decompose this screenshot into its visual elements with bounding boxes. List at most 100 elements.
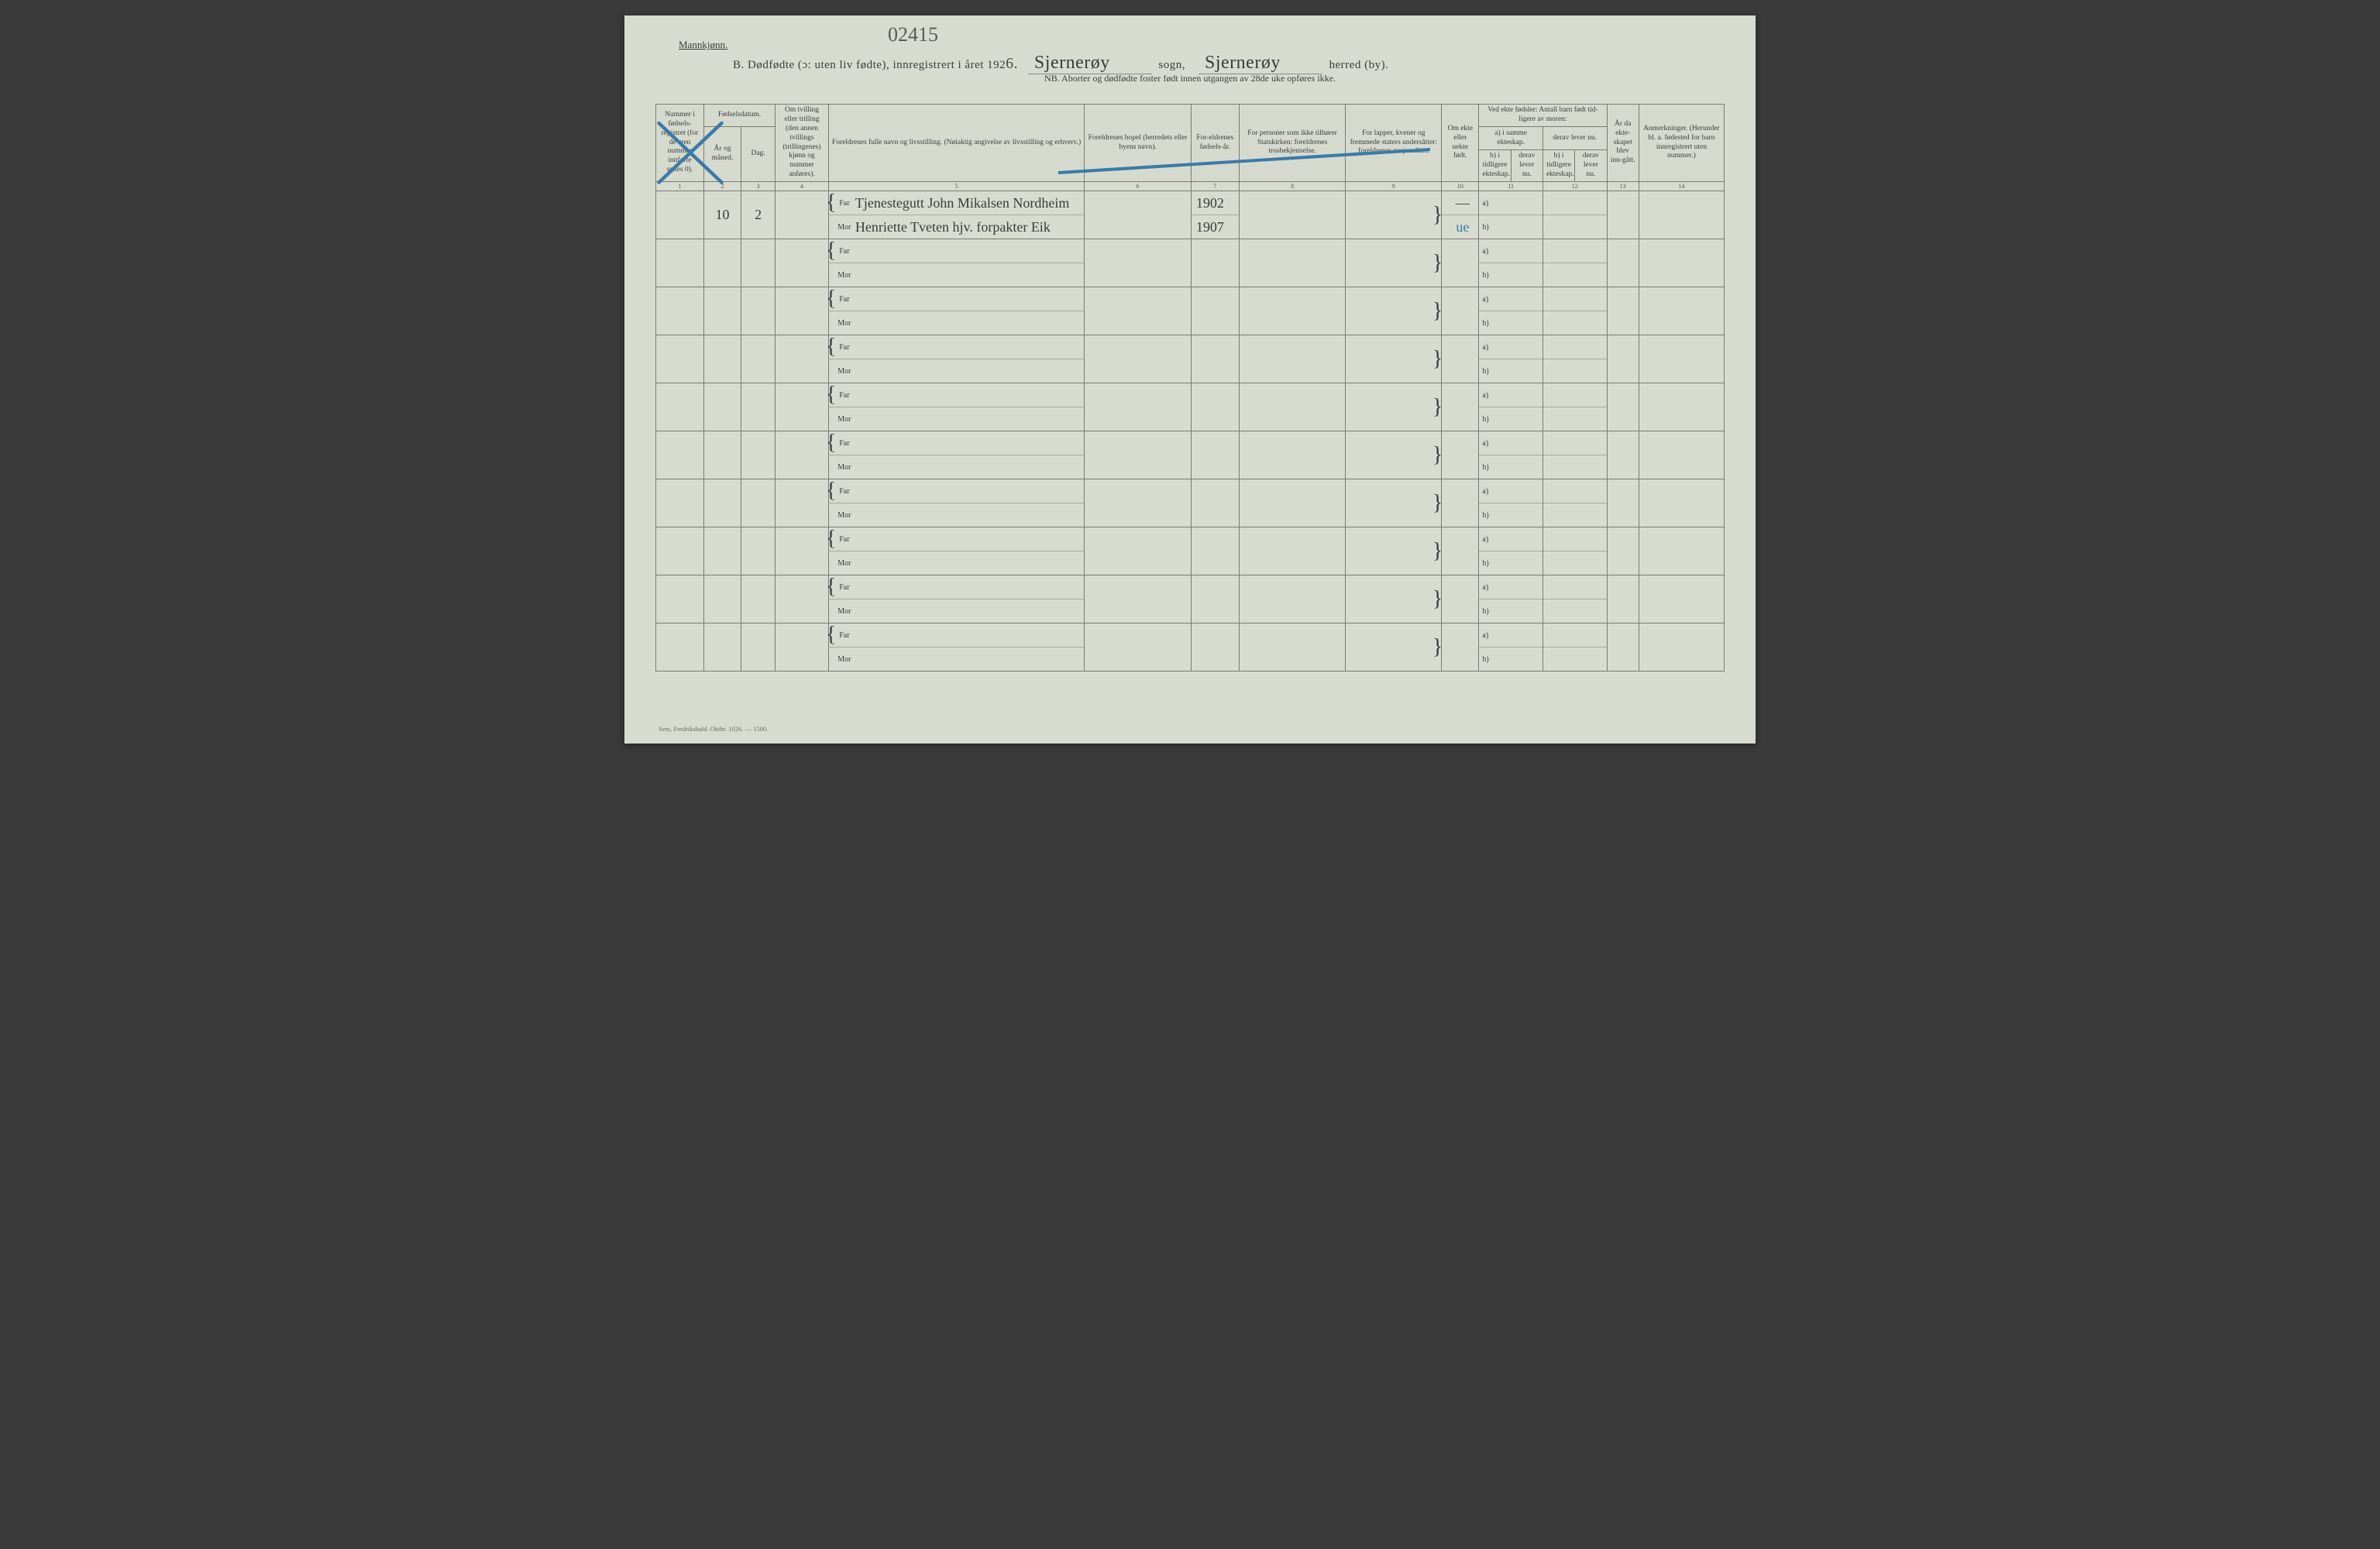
far-label: Far (834, 583, 855, 592)
col-11a-header: a) i samme ekteskap. (1479, 126, 1543, 150)
cell-empty (776, 431, 829, 479)
cell-empty (741, 623, 776, 671)
cell-empty (703, 431, 741, 479)
mor-label: Mor (834, 463, 855, 472)
cell-empty (1191, 527, 1239, 575)
b-label: b) (1479, 311, 1543, 335)
cell-empty (703, 575, 741, 623)
cell-empty (1239, 335, 1346, 383)
cell-empty (1607, 479, 1639, 527)
cell-empty: } (1346, 287, 1442, 335)
cell-empty (1239, 479, 1346, 527)
cell-ab: a)b) (1479, 239, 1543, 287)
mor-label: Mor (834, 415, 855, 424)
cell-empty (776, 287, 829, 335)
year-hand: 6. (1006, 55, 1018, 72)
b-label: b) (1479, 551, 1543, 575)
far-label: Far (834, 343, 855, 352)
col-13-header: År da ekte-skapet blev inn-gått. (1607, 105, 1639, 182)
herred-value: Sjernerøy (1199, 53, 1322, 74)
cell-empty (656, 335, 704, 383)
b-label: b) (1479, 215, 1543, 239)
a-label: a) (1479, 383, 1543, 407)
cell-empty (1239, 239, 1346, 287)
cell-empty (776, 527, 829, 575)
handwritten-id: 02415 (888, 23, 938, 46)
cell-1-c12 (1543, 191, 1607, 239)
cell-empty (1639, 335, 1724, 383)
entry1-month: 10 (716, 207, 730, 222)
cell-empty (1085, 479, 1192, 527)
mor-label: Mor (834, 607, 855, 616)
entry-row-4: {FarMor}a)b) (656, 335, 1725, 383)
colnum-12: 12 (1543, 182, 1607, 191)
cell-empty (1607, 383, 1639, 431)
cell-empty (1543, 479, 1607, 527)
cell-empty (656, 431, 704, 479)
colnum-5: 5 (828, 182, 1084, 191)
column-numbers-row: 1 2 3 4 5 6 7 8 9 10 11 12 13 14 (656, 182, 1725, 191)
cell-1-nasj: } (1346, 191, 1442, 239)
cell-empty (741, 479, 776, 527)
cell-empty (1085, 575, 1192, 623)
cell-empty: } (1346, 383, 1442, 431)
cell-empty (1191, 383, 1239, 431)
table-body: 10 2 {FarTjenestegutt John Mikalsen Nord… (656, 191, 1725, 671)
col-11c2-header: b) i tidligere ekteskap. (1543, 150, 1574, 182)
cell-empty (741, 527, 776, 575)
sogn-value: Sjernerøy (1028, 53, 1152, 74)
title-prefix: B. Dødfødte (ɔ: uten liv fødte), innregi… (733, 59, 1006, 71)
cell-empty (1442, 383, 1479, 431)
cell-parents-empty: {FarMor (828, 431, 1084, 479)
cell-empty (656, 287, 704, 335)
cell-empty (1639, 239, 1724, 287)
entry-row-7: {FarMor}a)b) (656, 479, 1725, 527)
subtitle: NB. Aborter og dødfødte foster født inne… (655, 73, 1725, 84)
cell-parents-empty: {FarMor (828, 335, 1084, 383)
cell-empty (703, 479, 741, 527)
cell-empty (1085, 287, 1192, 335)
cell-empty (656, 383, 704, 431)
cell-empty (1239, 575, 1346, 623)
far-label: Far (834, 391, 855, 400)
cell-empty (1607, 335, 1639, 383)
cell-empty (1543, 239, 1607, 287)
colnum-13: 13 (1607, 182, 1639, 191)
mor-label: Mor (834, 223, 855, 232)
cell-empty: } (1346, 431, 1442, 479)
cell-empty (741, 239, 776, 287)
b-label: b) (1479, 647, 1543, 671)
cell-empty (703, 335, 741, 383)
mor-label: Mor (834, 367, 855, 376)
col-5-header: Foreldrenes fulle navn og livsstilling. … (828, 105, 1084, 182)
cell-ab: a)b) (1479, 575, 1543, 623)
a-label: a) (1479, 287, 1543, 311)
entry1-day: 2 (755, 207, 762, 222)
cell-empty (1607, 431, 1639, 479)
cell-empty (1442, 527, 1479, 575)
mor-label: Mor (834, 271, 855, 280)
far-label: Far (834, 295, 855, 304)
entry1-far: Tjenestegutt John Mikalsen Nordheim (855, 195, 1069, 211)
cell-empty (776, 383, 829, 431)
cell-empty (741, 335, 776, 383)
cell-empty (1191, 575, 1239, 623)
cell-empty (1085, 623, 1192, 671)
cell-ab: a)b) (1479, 527, 1543, 575)
col-2-3-group: Fødselsdatum. (703, 105, 775, 127)
cell-1-tros (1239, 191, 1346, 239)
cell-parents-empty: {FarMor (828, 527, 1084, 575)
far-label: Far (834, 199, 855, 208)
cell-empty (656, 575, 704, 623)
cell-empty (1607, 527, 1639, 575)
cell-1-c11: a)b) (1479, 191, 1543, 239)
far-label: Far (834, 247, 855, 256)
cell-empty (1239, 527, 1346, 575)
cell-empty (703, 527, 741, 575)
cell-empty (1442, 431, 1479, 479)
col-10-header: Om ekte eller uekte født. (1442, 105, 1479, 182)
cell-empty: } (1346, 527, 1442, 575)
cell-empty (1639, 287, 1724, 335)
entry1-ekte-dash: — (1456, 195, 1470, 211)
cell-1-c14 (1639, 191, 1724, 239)
